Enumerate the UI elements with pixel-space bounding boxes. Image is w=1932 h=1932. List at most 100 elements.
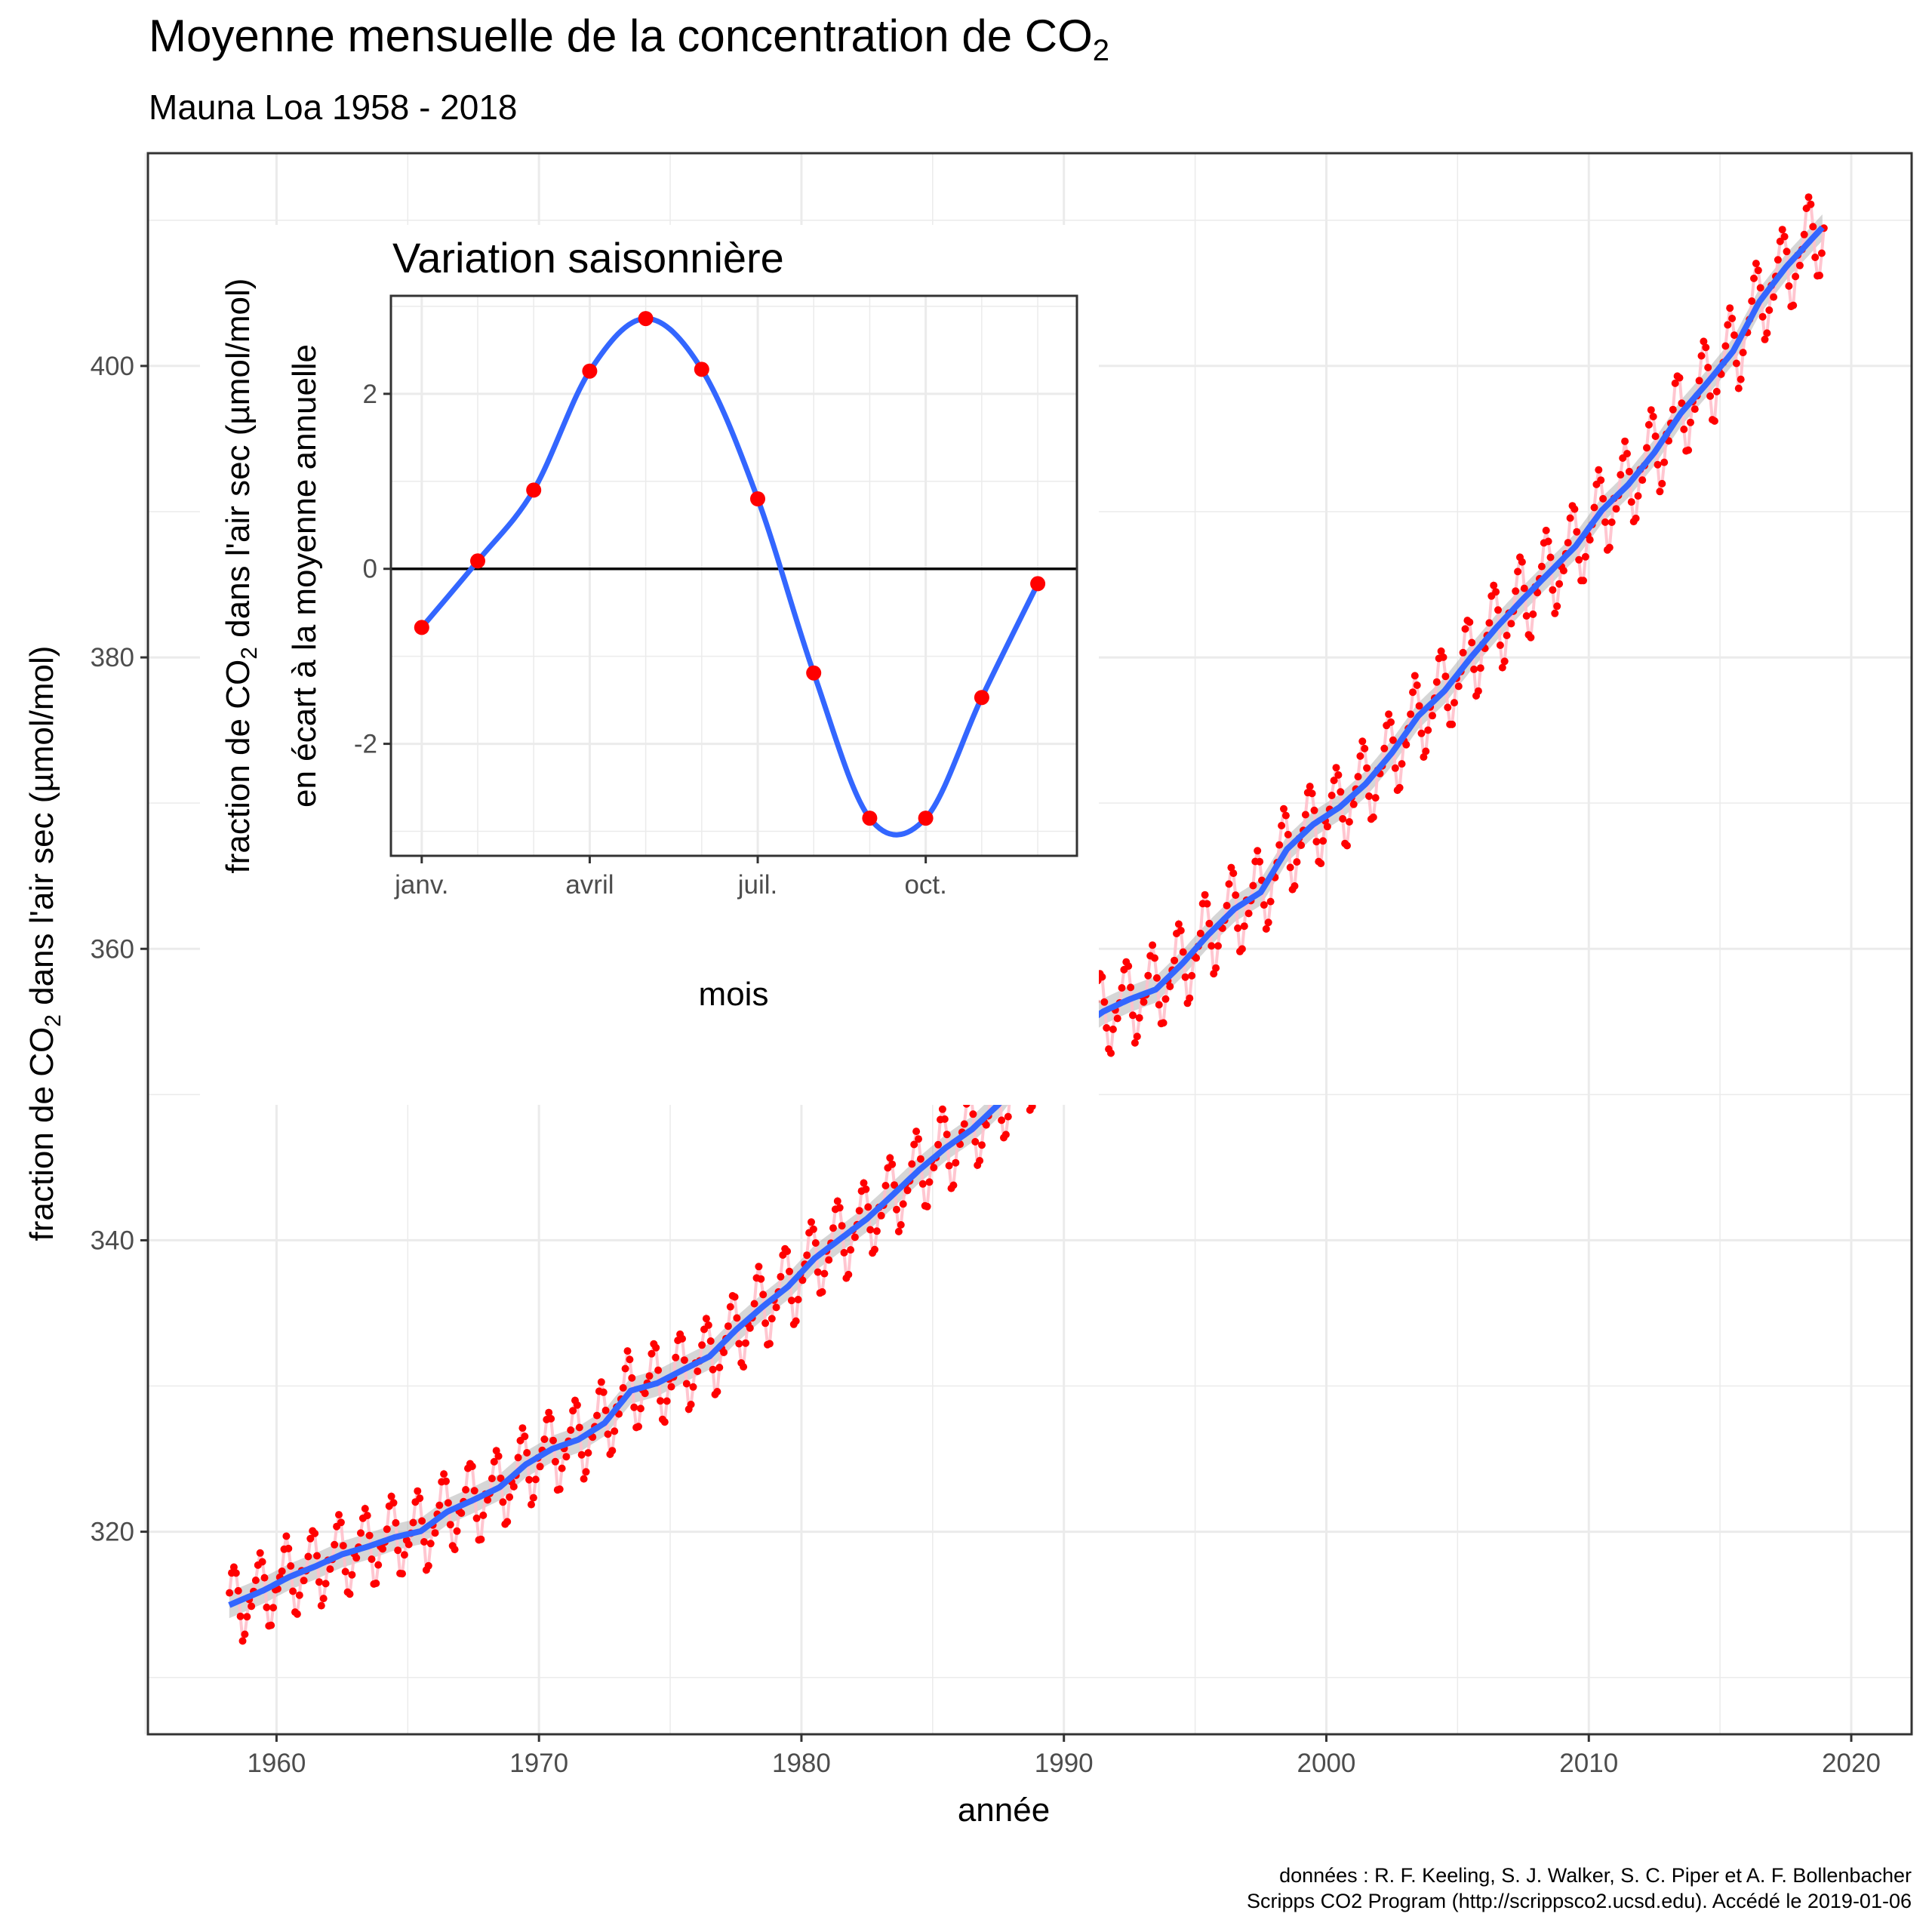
monthly-point: [1179, 948, 1187, 956]
monthly-point: [1337, 788, 1345, 796]
monthly-point: [1380, 744, 1389, 752]
monthly-point: [1004, 1112, 1012, 1121]
monthly-point: [424, 1561, 432, 1570]
monthly-point: [833, 1197, 841, 1205]
monthly-point: [387, 1492, 395, 1500]
monthly-point: [704, 1321, 712, 1329]
monthly-point: [1785, 282, 1793, 290]
monthly-point: [1188, 971, 1196, 980]
monthly-point: [567, 1426, 575, 1434]
monthly-point: [1553, 602, 1561, 611]
monthly-point: [278, 1567, 286, 1575]
monthly-point: [260, 1574, 269, 1582]
monthly-point: [558, 1464, 566, 1472]
monthly-point: [1638, 476, 1647, 485]
monthly-point: [1256, 857, 1264, 866]
monthly-point: [1135, 1014, 1143, 1022]
monthly-point: [1371, 794, 1380, 802]
monthly-point: [862, 1185, 870, 1193]
monthly-point: [1413, 681, 1421, 689]
monthly-point: [635, 1423, 642, 1431]
monthly-point: [1395, 783, 1404, 792]
monthly-point: [1671, 379, 1679, 387]
monthly-point: [1131, 1038, 1139, 1047]
monthly-point: [1234, 924, 1242, 932]
inset-y-tick-label: 0: [363, 555, 377, 584]
monthly-point: [365, 1531, 374, 1540]
monthly-point: [1750, 274, 1758, 282]
monthly-point: [435, 1501, 444, 1509]
monthly-point: [1107, 1049, 1115, 1057]
monthly-point: [746, 1324, 754, 1332]
monthly-point: [1332, 764, 1340, 772]
monthly-point: [1312, 838, 1321, 846]
monthly-point: [877, 1211, 885, 1220]
monthly-point: [1476, 664, 1484, 672]
monthly-point: [1617, 471, 1625, 479]
monthly-point: [1201, 891, 1209, 899]
monthly-point: [1573, 528, 1581, 536]
monthly-point: [783, 1247, 792, 1255]
monthly-point: [1704, 364, 1712, 371]
x-tick-label: 1990: [1035, 1749, 1094, 1778]
monthly-point: [337, 1518, 345, 1527]
monthly-point: [1754, 266, 1762, 275]
inset-point-3: [526, 482, 542, 498]
monthly-point: [641, 1389, 649, 1398]
x-axis-title: année: [958, 1792, 1050, 1829]
monthly-point: [1254, 847, 1262, 855]
monthly-point: [715, 1364, 724, 1371]
monthly-point: [772, 1303, 780, 1312]
inset-month-points: [414, 311, 1046, 826]
monthly-point: [1680, 425, 1688, 433]
monthly-point: [1575, 555, 1583, 564]
monthly-point: [893, 1205, 900, 1214]
monthly-point: [593, 1411, 601, 1420]
monthly-point: [818, 1287, 826, 1296]
monthly-point: [451, 1546, 459, 1554]
monthly-point: [654, 1366, 663, 1374]
monthly-point: [409, 1518, 417, 1527]
monthly-point: [1494, 606, 1502, 614]
monthly-point: [1774, 256, 1782, 264]
monthly-point: [1323, 823, 1331, 831]
caption-line-2: Scripps CO2 Program (http://scrippsco2.u…: [1247, 1890, 1912, 1912]
monthly-point: [860, 1179, 868, 1187]
monthly-point: [317, 1601, 325, 1610]
monthly-point: [1758, 312, 1767, 321]
monthly-point: [663, 1397, 671, 1405]
monthly-point: [1621, 437, 1629, 445]
monthly-point: [1712, 387, 1721, 395]
monthly-point: [267, 1621, 275, 1629]
y-tick-label: 380: [91, 643, 134, 672]
monthly-point: [1507, 620, 1515, 628]
monthly-point: [1551, 609, 1559, 617]
monthly-point: [626, 1355, 634, 1364]
monthly-point: [1660, 458, 1669, 466]
monthly-point: [479, 1511, 488, 1519]
monthly-point: [1644, 420, 1653, 429]
monthly-point: [1411, 672, 1419, 680]
monthly-point: [1470, 665, 1478, 673]
inset-point-12: [1030, 576, 1046, 592]
monthly-point: [601, 1406, 610, 1414]
monthly-point: [1795, 261, 1804, 269]
monthly-points: [226, 193, 1828, 1645]
monthly-point: [1365, 792, 1373, 800]
monthly-point: [341, 1567, 349, 1576]
monthly-point: [1498, 663, 1506, 672]
monthly-point: [1792, 272, 1800, 281]
monthly-point: [969, 1110, 977, 1118]
monthly-point: [652, 1343, 660, 1352]
monthly-point: [687, 1401, 695, 1408]
monthly-point: [453, 1527, 461, 1535]
monthly-point: [400, 1551, 408, 1559]
monthly-point: [306, 1534, 315, 1543]
monthly-point: [621, 1364, 629, 1373]
inset-x-tick-label: juil.: [737, 870, 778, 900]
monthly-point: [1444, 703, 1452, 712]
monthly-point: [525, 1475, 534, 1484]
monthly-point: [1518, 558, 1526, 566]
monthly-point: [1159, 1019, 1168, 1027]
